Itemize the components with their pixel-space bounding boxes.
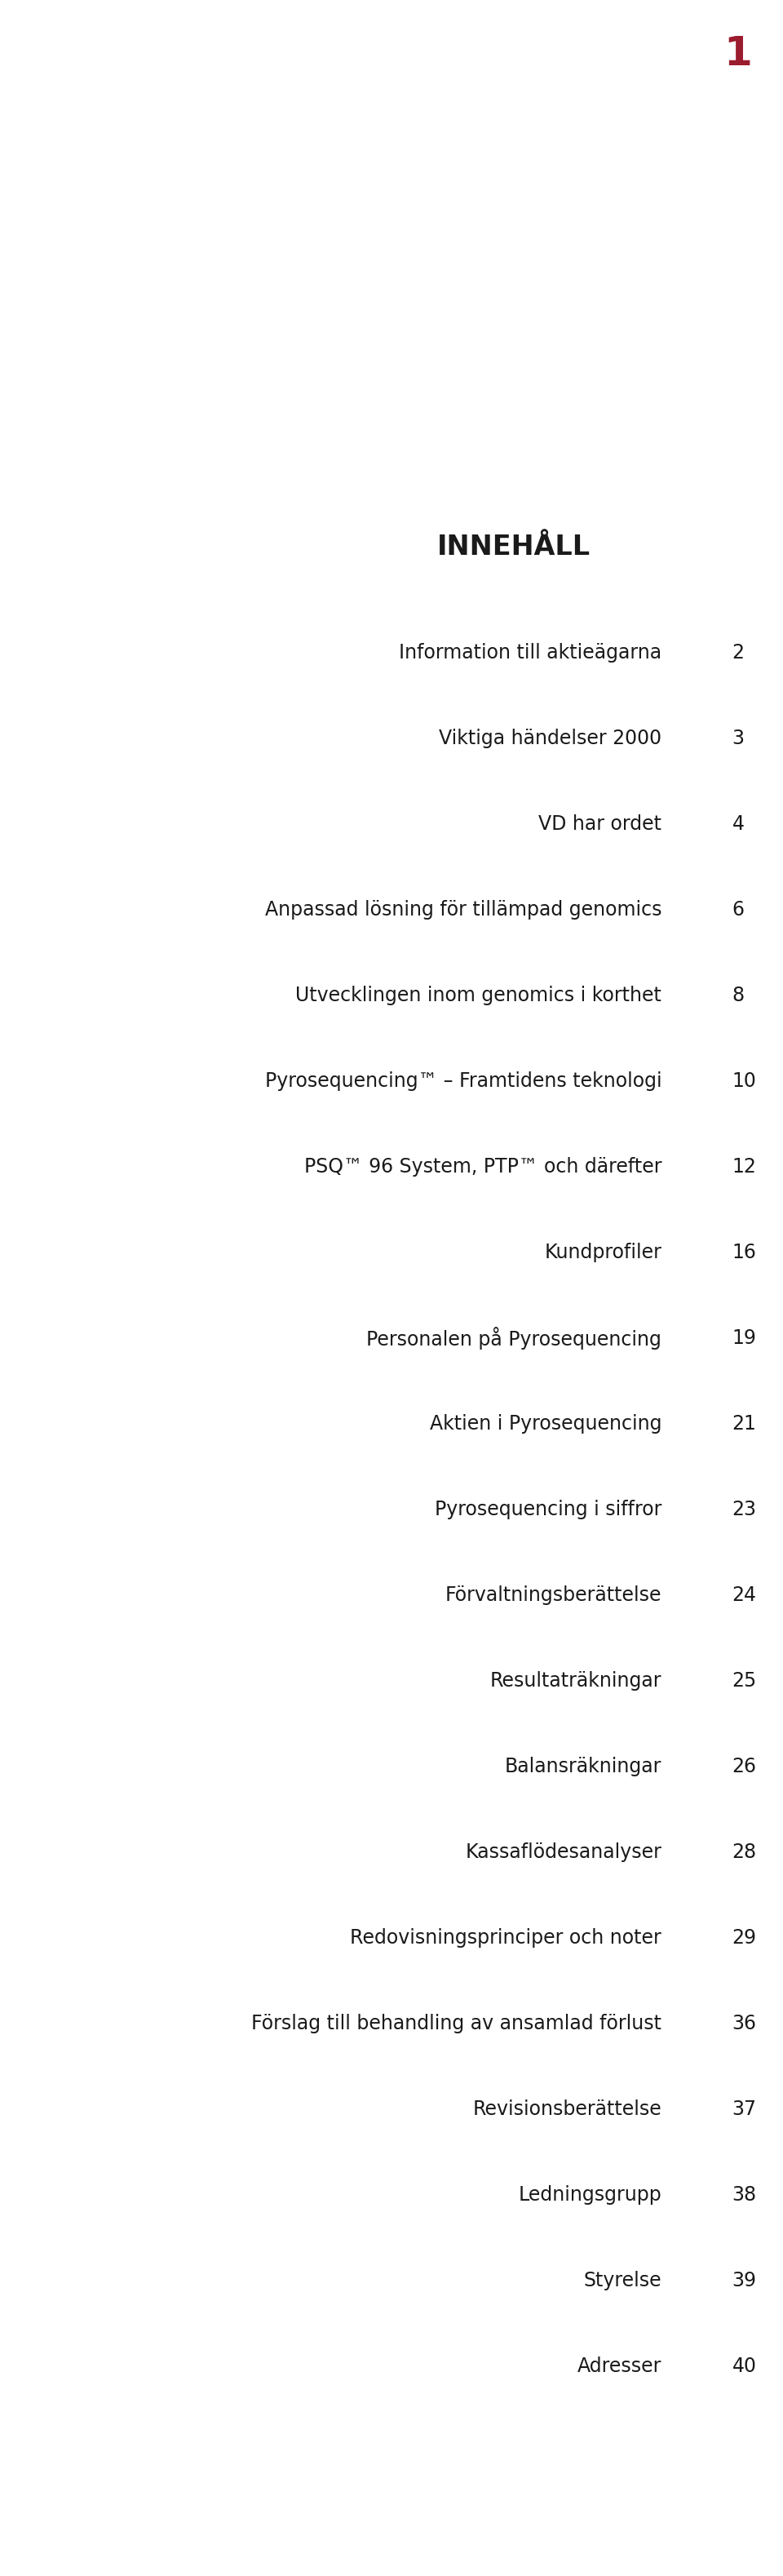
Text: 16: 16 xyxy=(732,1242,756,1262)
Text: PSQ™ 96 System, PTP™ och därefter: PSQ™ 96 System, PTP™ och därefter xyxy=(304,1157,662,1177)
Text: INNEHÅLL: INNEHÅLL xyxy=(437,533,590,559)
Text: 24: 24 xyxy=(732,1584,756,1605)
Text: 21: 21 xyxy=(732,1414,756,1435)
Text: Resultaträkningar: Resultaträkningar xyxy=(490,1672,662,1690)
Text: 38: 38 xyxy=(732,2184,756,2205)
Text: Kassaflödesanalyser: Kassaflödesanalyser xyxy=(465,1842,662,1862)
Text: Revisionsberättelse: Revisionsberättelse xyxy=(473,2099,662,2120)
Text: 8: 8 xyxy=(732,987,745,1005)
Text: 19: 19 xyxy=(732,1329,756,1347)
Text: Förslag till behandling av ansamlad förlust: Förslag till behandling av ansamlad förl… xyxy=(251,2014,662,2032)
Text: Redovisningsprinciper och noter: Redovisningsprinciper och noter xyxy=(350,1927,662,1947)
Text: 2: 2 xyxy=(732,644,745,662)
Text: 36: 36 xyxy=(732,2014,756,2032)
Text: 39: 39 xyxy=(732,2272,756,2290)
Text: VD har ordet: VD har ordet xyxy=(539,814,662,835)
Text: 3: 3 xyxy=(732,729,745,747)
Text: Förvaltningsberättelse: Förvaltningsberättelse xyxy=(445,1584,662,1605)
Text: 37: 37 xyxy=(732,2099,756,2120)
Text: Styrelse: Styrelse xyxy=(583,2272,662,2290)
Text: 26: 26 xyxy=(732,1757,756,1777)
Text: 29: 29 xyxy=(732,1927,756,1947)
Text: Balansräkningar: Balansräkningar xyxy=(505,1757,662,1777)
Text: Pyrosequencing™ – Framtidens teknologi: Pyrosequencing™ – Framtidens teknologi xyxy=(265,1072,662,1092)
Text: Aktien i Pyrosequencing: Aktien i Pyrosequencing xyxy=(430,1414,662,1435)
Text: Adresser: Adresser xyxy=(577,2357,662,2375)
Text: Utvecklingen inom genomics i korthet: Utvecklingen inom genomics i korthet xyxy=(295,987,662,1005)
Text: 12: 12 xyxy=(732,1157,756,1177)
Text: Viktiga händelser 2000: Viktiga händelser 2000 xyxy=(438,729,662,747)
Text: 1: 1 xyxy=(723,33,752,75)
Text: Personalen på Pyrosequencing: Personalen på Pyrosequencing xyxy=(366,1327,662,1350)
Text: 6: 6 xyxy=(732,899,745,920)
Text: Anpassad lösning för tillämpad genomics: Anpassad lösning för tillämpad genomics xyxy=(265,899,662,920)
Text: 25: 25 xyxy=(732,1672,757,1690)
Text: Kundprofiler: Kundprofiler xyxy=(544,1242,662,1262)
Text: 28: 28 xyxy=(732,1842,756,1862)
Text: 4: 4 xyxy=(732,814,745,835)
Text: 40: 40 xyxy=(732,2357,756,2375)
Text: 23: 23 xyxy=(732,1499,756,1520)
Text: 10: 10 xyxy=(732,1072,756,1092)
Text: Pyrosequencing i siffror: Pyrosequencing i siffror xyxy=(435,1499,662,1520)
Text: Information till aktieägarna: Information till aktieägarna xyxy=(399,644,662,662)
Text: Ledningsgrupp: Ledningsgrupp xyxy=(518,2184,662,2205)
